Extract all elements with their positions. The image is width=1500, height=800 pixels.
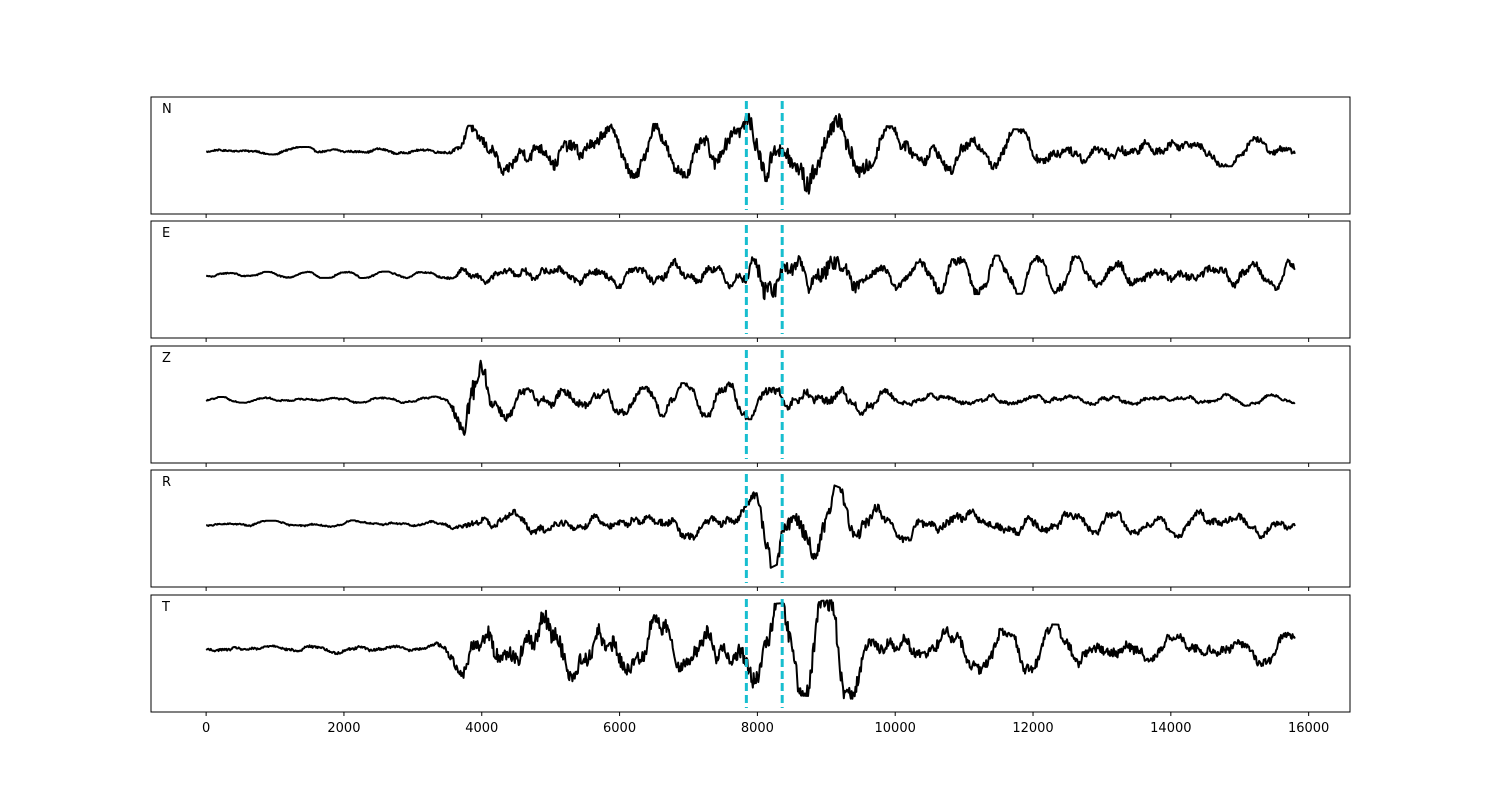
- waveform-t: [205, 599, 1296, 700]
- x-tick-label: 14000: [1150, 721, 1191, 736]
- waveform-n: [205, 112, 1296, 195]
- panel-z: Z: [150, 345, 1351, 467]
- panel-label: N: [162, 102, 172, 117]
- x-axis: 0 2000 4000 6000 8000 10000 12000 14000 16000: [202, 721, 1329, 736]
- x-tick-label: 16000: [1288, 721, 1329, 736]
- panel-label: Z: [162, 351, 171, 366]
- panel-n: N: [150, 96, 1351, 218]
- waveform-e: [205, 254, 1296, 301]
- panel-label: R: [162, 475, 171, 490]
- x-tick-label: 6000: [603, 721, 636, 736]
- panel-frame: [150, 96, 1351, 215]
- x-tick-label: 2000: [327, 721, 360, 736]
- panel-label: E: [162, 226, 170, 241]
- x-tick-label: 4000: [465, 721, 498, 736]
- x-tick-label: 8000: [741, 721, 774, 736]
- panel-frame: [150, 345, 1351, 464]
- waveform-z: [205, 359, 1296, 436]
- panel-t: T: [150, 594, 1351, 716]
- panel-r: R: [150, 469, 1351, 591]
- x-tick-label: 0: [202, 721, 210, 736]
- panel-frame: [150, 469, 1351, 588]
- panel-label: T: [161, 600, 170, 615]
- panel-frame: [150, 594, 1351, 713]
- panels-layer: N E Z R T: [150, 96, 1351, 716]
- x-tick-label: 12000: [1012, 721, 1053, 736]
- waveform-r: [205, 484, 1296, 569]
- panel-e: E: [150, 220, 1351, 342]
- x-tick-label: 10000: [875, 721, 916, 736]
- panel-frame: [150, 220, 1351, 339]
